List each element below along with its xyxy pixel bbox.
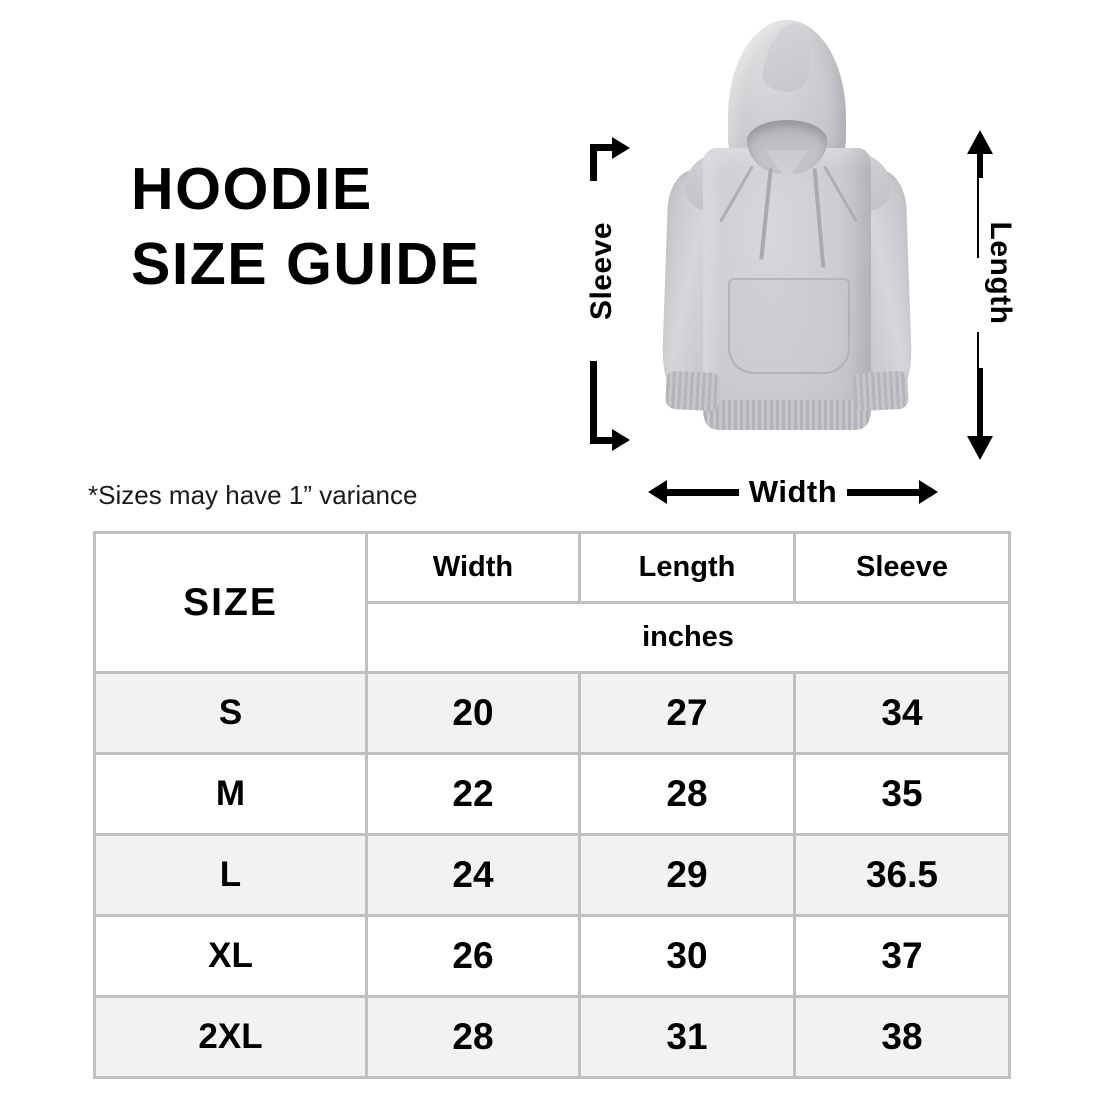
table-row: 2XL 28 31 38 — [93, 995, 1011, 1079]
header-units: inches — [365, 601, 1011, 674]
cell-sleeve: 35 — [793, 752, 1011, 836]
cell-length: 31 — [578, 995, 796, 1079]
title-line-2: SIZE GUIDE — [131, 231, 481, 297]
length-arrow-top-icon — [967, 130, 993, 154]
cell-width: 24 — [365, 833, 581, 917]
sleeve-arrow-top-icon — [612, 137, 630, 159]
size-chart-table: SIZE Width Length Sleeve inches S 20 27 … — [93, 531, 1011, 1079]
length-measurement-annotation: Length — [960, 130, 1040, 460]
page-title: HOODIE SIZE GUIDE — [131, 152, 571, 302]
cell-width: 22 — [365, 752, 581, 836]
width-arrow-left-icon — [647, 479, 739, 504]
table-row: L 24 29 36.5 — [93, 833, 1011, 917]
width-measurement-label: Width — [748, 474, 838, 509]
cell-size: XL — [93, 914, 368, 998]
variance-disclaimer: *Sizes may have 1” variance — [88, 480, 418, 510]
table-row: M 22 28 35 — [93, 752, 1011, 836]
cell-sleeve: 34 — [793, 671, 1011, 755]
header-length: Length — [578, 531, 796, 604]
cell-sleeve: 37 — [793, 914, 1011, 998]
header-sleeve: Sleeve — [793, 531, 1011, 604]
hoodie-illustration — [625, 19, 945, 470]
title-line-1: HOODIE — [131, 156, 373, 222]
cell-length: 29 — [578, 833, 796, 917]
sleeve-arrow-bottom-icon — [612, 429, 630, 451]
length-arrow-bottom-icon — [967, 436, 993, 460]
width-arrow-right-icon — [847, 479, 939, 504]
cell-length: 27 — [578, 671, 796, 755]
cell-width: 26 — [365, 914, 581, 998]
header-width: Width — [365, 531, 581, 604]
left-cuff — [665, 370, 721, 412]
cell-sleeve: 38 — [793, 995, 1011, 1079]
table-row: S 20 27 34 — [93, 671, 1011, 755]
cell-size: 2XL — [93, 995, 368, 1079]
header-size: SIZE — [93, 531, 368, 674]
cell-size: L — [93, 833, 368, 917]
cell-size: M — [93, 752, 368, 836]
right-cuff — [853, 370, 909, 412]
table-header-row-metrics: SIZE Width Length Sleeve — [93, 531, 1011, 674]
kangaroo-pocket — [728, 278, 850, 374]
table-row: XL 26 30 37 — [93, 914, 1011, 998]
cell-width: 20 — [365, 671, 581, 755]
ribbed-hem — [704, 400, 870, 430]
cell-size: S — [93, 671, 368, 755]
length-measure-line-lower — [977, 332, 983, 438]
cell-length: 28 — [578, 752, 796, 836]
sleeve-measurement-label: Sleeve — [581, 181, 623, 361]
cell-width: 28 — [365, 995, 581, 1079]
width-measurement-annotation: Width — [647, 470, 939, 514]
length-measurement-label: Length — [979, 178, 1021, 368]
cell-sleeve: 36.5 — [793, 833, 1011, 917]
sleeve-tick-bottom — [590, 437, 616, 444]
cell-length: 30 — [578, 914, 796, 998]
sleeve-tick-top — [590, 144, 616, 151]
hoodie-diagram: Sleeve Length Width — [570, 10, 1070, 520]
table-header-row-units: inches — [95, 601, 1011, 674]
sleeve-measurement-annotation: Sleeve — [570, 130, 640, 460]
